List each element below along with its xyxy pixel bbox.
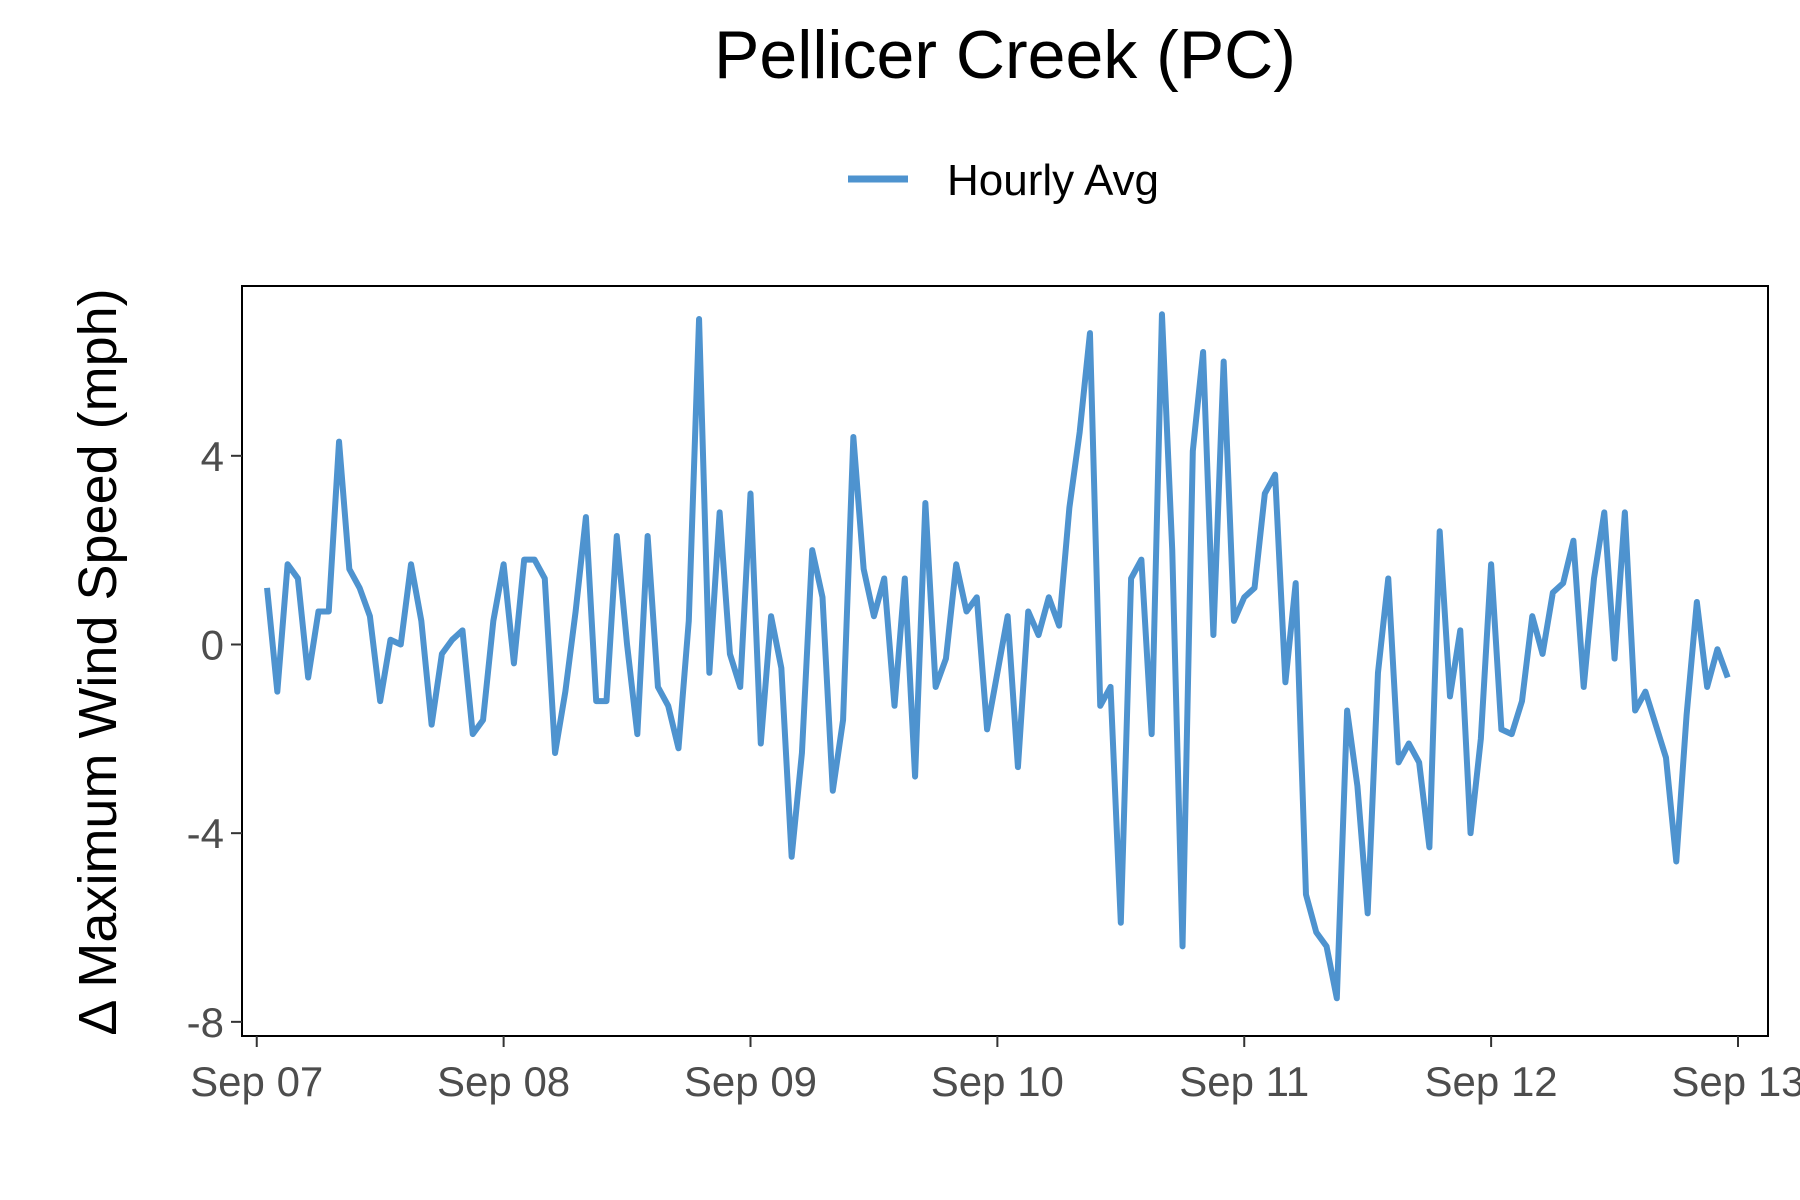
series-line-1 xyxy=(264,311,1731,1002)
y-tick-label: 4 xyxy=(201,433,224,480)
y-tick-label: 0 xyxy=(201,621,224,668)
x-tick-label: Sep 13 xyxy=(1671,1058,1800,1105)
y-tick-label: -8 xyxy=(187,999,224,1046)
y-axis-title: Δ Maximum Wind Speed (mph) xyxy=(68,288,128,1035)
plot-panel-border xyxy=(241,285,1769,1037)
x-tick-label: Sep 07 xyxy=(190,1058,323,1105)
legend: Hourly Avg xyxy=(848,156,1159,205)
x-tick-label: Sep 09 xyxy=(684,1058,817,1105)
y-tick-label: -4 xyxy=(187,810,224,857)
x-tick-label: Sep 11 xyxy=(1179,1058,1309,1105)
x-tick-label: Sep 12 xyxy=(1425,1058,1558,1105)
chart-title: Pellicer Creek (PC) xyxy=(714,17,1296,93)
legend-label-hourly-avg: Hourly Avg xyxy=(947,156,1159,205)
x-tick-label: Sep 10 xyxy=(931,1058,1064,1105)
x-tick-label: Sep 08 xyxy=(437,1058,570,1105)
plot-area: -8 -4 0 4 Sep 07 Sep 08 Sep 09 Sep 10 Sep 11 Sep … xyxy=(187,285,1800,1105)
